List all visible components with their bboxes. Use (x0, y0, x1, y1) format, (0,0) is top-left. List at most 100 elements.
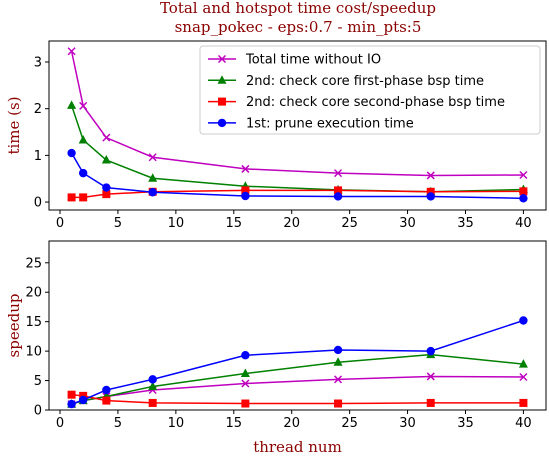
axes-frame (48, 240, 547, 411)
data-point-0-1-2 (101, 155, 111, 164)
data-point-1-3-0 (67, 399, 76, 409)
y-tick-label: 5 (34, 374, 42, 389)
series-line-1-0 (71, 375, 524, 405)
data-point-1-2-6 (426, 398, 435, 407)
data-point-1-3-2 (102, 385, 111, 395)
data-point-1-2-4 (241, 399, 250, 408)
data-point-0-2-4 (241, 186, 250, 195)
x-tick-label: 0 (56, 216, 64, 231)
time-plot: 0 5 10 15 20 25 30 35 40 0 1 2 3 time (s) Total time w… (5, 40, 547, 231)
data-point-0-3-1 (78, 168, 88, 178)
data-point-0-2-5 (334, 186, 343, 195)
data-point-1-1-5 (333, 357, 343, 366)
data-point-1-1-4 (240, 368, 250, 377)
data-point-1-3-5 (333, 345, 343, 355)
data-point-0-1-0 (67, 100, 77, 109)
data-point-0-2-0 (67, 193, 76, 202)
data-point-0-3-2 (102, 183, 111, 192)
data-point-1-0-5 (334, 375, 343, 384)
x-tick-label: 30 (399, 416, 416, 431)
data-point-1-2-0 (67, 390, 76, 399)
data-point-0-1-1 (78, 134, 88, 144)
data-point-1-1-3 (148, 381, 158, 390)
legend-marker (218, 97, 226, 106)
y-axis-label: speedup (5, 294, 23, 358)
data-point-1-0-4 (241, 379, 250, 388)
x-tick-label: 5 (114, 216, 122, 231)
data-point-0-0-1 (79, 101, 88, 110)
data-point-1-2-3 (148, 398, 157, 407)
data-point-1-0-7 (519, 372, 528, 382)
x-tick-label: 25 (341, 416, 358, 431)
y-tick-label: 2 (34, 102, 42, 117)
data-point-1-2-2 (102, 396, 111, 405)
y-axis-label: time (s) (5, 96, 23, 154)
legend-entry-label: 1st: prune execution time (246, 116, 414, 131)
legend-entry-label: Total time without IO (245, 53, 381, 68)
data-point-0-2-2 (102, 190, 111, 199)
y-tick-label: 1 (34, 149, 42, 164)
x-axis-label: thread num (253, 438, 342, 456)
data-point-1-0-6 (426, 372, 435, 381)
data-point-1-3-3 (148, 375, 157, 384)
x-tick-label: 30 (399, 216, 416, 231)
x-tick-label: 15 (226, 416, 243, 431)
data-point-1-3-4 (241, 351, 250, 360)
series-line-1-3 (71, 319, 524, 405)
data-point-0-3-4 (241, 191, 250, 201)
series-line-1-2 (71, 393, 524, 405)
series-line-1-1 (71, 353, 524, 405)
data-point-0-1-3 (148, 173, 158, 182)
x-tick-label: 40 (515, 216, 532, 231)
data-point-0-3-0 (67, 148, 76, 158)
legend-entry-label: 2nd: check core second-phase bsp time (246, 95, 505, 110)
data-point-0-0-6 (426, 171, 435, 180)
legend-marker (217, 75, 227, 84)
data-point-0-2-7 (519, 187, 528, 196)
legend: Total time without IO 2nd: check core fir… (199, 45, 541, 135)
data-point-1-3-1 (78, 395, 88, 405)
x-tick-label: 25 (341, 216, 358, 231)
y-tick-label: 0 (34, 404, 42, 419)
x-tick-label: 10 (168, 416, 185, 431)
x-tick-label: 5 (114, 416, 122, 431)
data-point-0-3-7 (519, 194, 528, 203)
data-point-0-0-2 (102, 133, 111, 142)
legend-entry-label: 2nd: check core first-phase bsp time (246, 74, 484, 89)
series-line-0-0 (70, 51, 524, 177)
data-point-0-0-4 (241, 164, 250, 173)
y-tick-label: 20 (25, 286, 42, 301)
data-point-1-3-6 (426, 346, 435, 356)
legend-marker (217, 54, 227, 64)
x-tick-label: 0 (56, 416, 64, 431)
y-tick-label: 10 (25, 345, 42, 360)
data-point-0-0-7 (519, 170, 528, 180)
x-tick-label: 20 (283, 216, 300, 231)
data-point-0-3-5 (333, 192, 343, 201)
data-point-0-0-0 (67, 47, 76, 56)
data-point-0-2-6 (426, 187, 435, 196)
data-point-0-3-6 (426, 192, 435, 201)
legend-marker (217, 118, 227, 128)
data-point-0-3-3 (148, 188, 157, 197)
data-point-1-1-7 (518, 359, 528, 368)
x-tick-label: 35 (457, 216, 474, 231)
y-tick-label: 0 (34, 196, 42, 211)
legend-box (199, 45, 541, 135)
data-point-0-0-3 (148, 153, 157, 162)
y-tick-label: 25 (25, 256, 42, 271)
data-point-0-0-5 (334, 169, 343, 178)
x-tick-label: 40 (515, 416, 532, 431)
data-point-1-2-7 (519, 398, 528, 407)
y-tick-label: 3 (34, 56, 42, 71)
data-point-1-2-5 (334, 399, 343, 408)
x-tick-label: 10 (168, 216, 185, 231)
x-tick-label: 35 (457, 416, 474, 431)
chart-title-line2: snap_pokec - eps:0.7 - min_pts:5 (175, 18, 422, 36)
speedup-plot: 0 5 10 15 20 25 30 35 40 0 5 10 15 20 25 speedup thread … (5, 240, 547, 456)
y-tick-label: 15 (25, 315, 42, 330)
x-tick-label: 15 (226, 216, 243, 231)
chart-title-line1: Total and hotspot time cost/speedup (160, 0, 436, 17)
data-point-0-2-1 (79, 193, 88, 202)
